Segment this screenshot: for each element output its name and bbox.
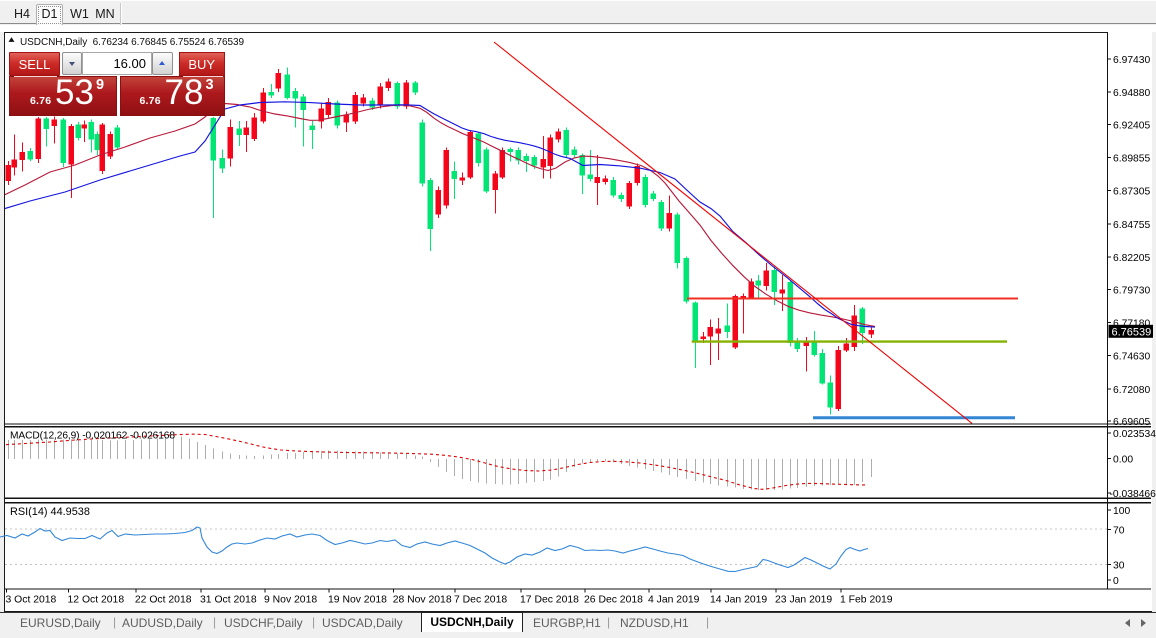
svg-text:26 Dec 2018: 26 Dec 2018 bbox=[584, 595, 643, 606]
svg-text:30: 30 bbox=[1113, 561, 1125, 572]
svg-text:RSI(14) 44.9538: RSI(14) 44.9538 bbox=[10, 506, 90, 518]
svg-text:USDCNH,Daily 6.76234 6.76845: USDCNH,Daily 6.76234 6.76845 6.75524 6.7… bbox=[20, 37, 245, 48]
svg-text:1 Feb 2019: 1 Feb 2019 bbox=[840, 595, 893, 606]
svg-text:-0.038466: -0.038466 bbox=[1110, 489, 1156, 500]
svg-text:70: 70 bbox=[1113, 526, 1125, 537]
svg-text:6.74630: 6.74630 bbox=[1113, 352, 1150, 363]
svg-text:17 Dec 2018: 17 Dec 2018 bbox=[520, 595, 579, 606]
svg-text:6.94880: 6.94880 bbox=[1113, 88, 1150, 99]
svg-text:6.89855: 6.89855 bbox=[1113, 154, 1150, 165]
svg-text:6.69605: 6.69605 bbox=[1113, 417, 1150, 428]
svg-text:6.84755: 6.84755 bbox=[1113, 220, 1150, 231]
svg-text:0.00: 0.00 bbox=[1113, 454, 1133, 465]
svg-text:6.87305: 6.87305 bbox=[1113, 187, 1150, 198]
svg-text:19 Nov 2018: 19 Nov 2018 bbox=[328, 595, 387, 606]
svg-text:6.82205: 6.82205 bbox=[1113, 253, 1150, 264]
svg-text:23 Jan 2019: 23 Jan 2019 bbox=[775, 595, 832, 606]
svg-text:6.72080: 6.72080 bbox=[1113, 385, 1150, 396]
svg-text:22 Oct 2018: 22 Oct 2018 bbox=[135, 595, 192, 606]
svg-text:0: 0 bbox=[1113, 576, 1119, 587]
svg-text:31 Oct 2018: 31 Oct 2018 bbox=[200, 595, 257, 606]
svg-text:7 Dec 2018: 7 Dec 2018 bbox=[454, 595, 507, 606]
svg-text:12 Oct 2018: 12 Oct 2018 bbox=[68, 595, 125, 606]
svg-text:6.77180: 6.77180 bbox=[1113, 318, 1150, 329]
svg-text:6.97430: 6.97430 bbox=[1113, 55, 1150, 66]
svg-text:6.92405: 6.92405 bbox=[1113, 120, 1150, 131]
svg-text:100: 100 bbox=[1113, 506, 1130, 517]
svg-text:4 Jan 2019: 4 Jan 2019 bbox=[648, 595, 700, 606]
svg-text:MACD(12,26,9) -0.020162 -0.026: MACD(12,26,9) -0.020162 -0.026168 bbox=[10, 431, 175, 442]
svg-text:3 Oct 2018: 3 Oct 2018 bbox=[6, 595, 57, 606]
svg-text:6.79730: 6.79730 bbox=[1113, 285, 1150, 296]
svg-text:0.023534: 0.023534 bbox=[1113, 429, 1156, 440]
svg-text:28 Nov 2018: 28 Nov 2018 bbox=[393, 595, 452, 606]
svg-text:14 Jan 2019: 14 Jan 2019 bbox=[710, 595, 767, 606]
svg-text:6.76539: 6.76539 bbox=[1112, 326, 1152, 338]
svg-text:9 Nov 2018: 9 Nov 2018 bbox=[264, 595, 317, 606]
